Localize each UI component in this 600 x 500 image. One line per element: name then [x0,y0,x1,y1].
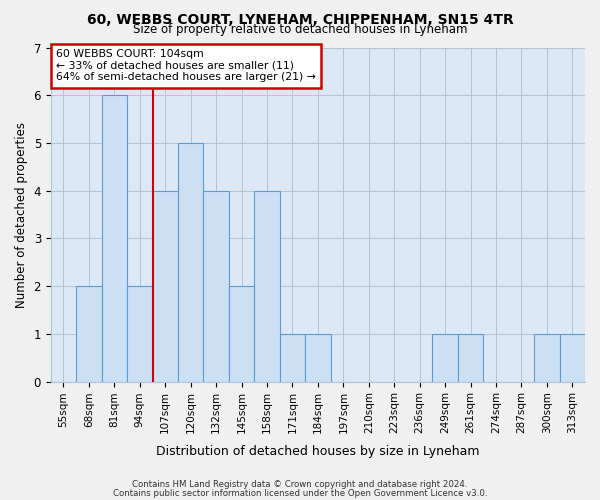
Bar [433,334,458,382]
Bar [305,334,331,382]
Bar [127,286,152,382]
Bar [203,190,229,382]
Bar [76,286,101,382]
Bar [178,143,203,382]
X-axis label: Distribution of detached houses by size in Lyneham: Distribution of detached houses by size … [156,444,479,458]
Bar [229,286,254,382]
Bar [560,334,585,382]
Bar [458,334,483,382]
Text: 60, WEBBS COURT, LYNEHAM, CHIPPENHAM, SN15 4TR: 60, WEBBS COURT, LYNEHAM, CHIPPENHAM, SN… [86,12,514,26]
Text: Contains public sector information licensed under the Open Government Licence v3: Contains public sector information licen… [113,488,487,498]
Bar [152,190,178,382]
Bar [280,334,305,382]
Bar [101,95,127,382]
Text: 60 WEBBS COURT: 104sqm
← 33% of detached houses are smaller (11)
64% of semi-det: 60 WEBBS COURT: 104sqm ← 33% of detached… [56,49,316,82]
Bar [254,190,280,382]
Y-axis label: Number of detached properties: Number of detached properties [15,122,28,308]
Text: Contains HM Land Registry data © Crown copyright and database right 2024.: Contains HM Land Registry data © Crown c… [132,480,468,489]
Text: Size of property relative to detached houses in Lyneham: Size of property relative to detached ho… [133,24,467,36]
Bar [534,334,560,382]
